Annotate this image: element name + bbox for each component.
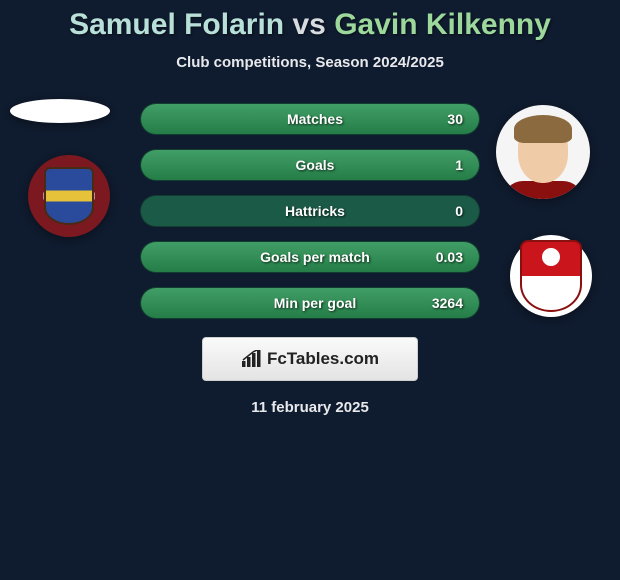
stat-value: 3264: [413, 295, 463, 311]
stat-bar: Goals1: [140, 149, 480, 181]
face-shape: [518, 123, 568, 183]
stat-value: 0.03: [413, 249, 463, 265]
player-b-avatar: [496, 105, 590, 199]
player-a-avatar: [10, 99, 110, 123]
stat-value: 30: [413, 111, 463, 127]
bar-chart-icon: [241, 350, 261, 368]
crest-shape: [44, 167, 94, 225]
stat-label: Matches: [157, 111, 413, 127]
snapshot-date: 11 february 2025: [0, 399, 620, 416]
stat-bar-content: Goals per match0.03: [141, 242, 479, 272]
crest-shape: [520, 240, 582, 312]
brand-badge: FcTables.com: [202, 337, 418, 381]
player-a-name: Samuel Folarin: [69, 8, 284, 41]
crest-ball: [542, 248, 560, 266]
brand-text: FcTables.com: [267, 349, 379, 369]
comparison-title: Samuel Folarin vs Gavin Kilkenny: [0, 8, 620, 42]
stat-bar-content: Min per goal3264: [141, 288, 479, 318]
stat-label: Goals: [157, 157, 413, 173]
stat-label: Min per goal: [157, 295, 413, 311]
stat-bar: Hattricks0: [140, 195, 480, 227]
stat-value: 1: [413, 157, 463, 173]
competition-subtitle: Club competitions, Season 2024/2025: [0, 54, 620, 71]
hair-shape: [514, 115, 572, 143]
stat-bar-content: Matches30: [141, 104, 479, 134]
stat-bar-content: Hattricks0: [141, 196, 479, 226]
player-b-club-crest: [510, 235, 592, 317]
vs-separator: vs: [292, 8, 325, 41]
stat-bar: Min per goal3264: [140, 287, 480, 319]
stat-bar: Matches30: [140, 103, 480, 135]
stat-bar-content: Goals1: [141, 150, 479, 180]
stat-value: 0: [413, 203, 463, 219]
player-a-club-crest: [28, 155, 110, 237]
stat-label: Goals per match: [157, 249, 413, 265]
shirt-shape: [503, 181, 583, 199]
stats-area: Matches30 Goals1 Hattricks0 Goals per match…: [0, 99, 620, 329]
stat-bars: Matches30 Goals1 Hattricks0 Goals per match…: [140, 99, 480, 319]
player-b-name: Gavin Kilkenny: [334, 8, 551, 41]
stat-bar: Goals per match0.03: [140, 241, 480, 273]
stat-label: Hattricks: [157, 203, 413, 219]
